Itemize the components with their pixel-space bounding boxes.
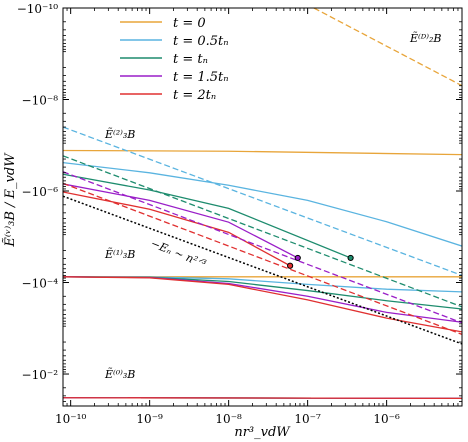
x-tick-label: 10⁻⁹ [136,412,163,426]
legend-label: t = 0 [173,16,206,31]
x-tick-label: 10⁻⁶ [373,412,400,426]
x-axis-title: nr³_vdW [234,425,291,440]
plot-frame [62,7,463,407]
series-line-e3b2-4 [63,191,291,267]
series-line-e2b-19 [63,182,462,335]
y-tick-label: −10⁻⁶ [22,185,59,199]
endpoint-marker-1 [294,254,301,262]
series-line-e3b0-14 [63,397,462,399]
y-tick-label: −10⁻⁸ [22,94,59,108]
series-line-e2b-15 [313,8,462,87]
series-line-e2b-17 [63,155,462,308]
x-tick-label: 10⁻⁸ [215,412,242,426]
legend-label: t = 2tₙ [173,88,216,103]
x-tick-label: 10⁻⁷ [294,412,321,426]
endpoint-marker-0 [347,254,354,262]
plot-background [63,8,462,406]
series-line-e3b2-3 [63,183,299,259]
y-tick-label: −10⁻² [22,368,59,382]
series-line-e3b2-2 [63,173,351,259]
y-tick-label: −10⁻⁴ [22,277,59,291]
series-line-e3b2-1 [63,162,462,247]
annotation-e3b0: Ẽ⁽⁰⁾₃B [104,367,135,381]
series-line-en-20 [63,195,462,345]
annotation-e3b2: Ẽ⁽²⁾₃B [104,127,135,141]
series-line-e2b-16 [63,126,462,277]
legend: t = 0 t = 0.5tₙ t = tₙ t = 1.5tₙ t = 2tₙ [120,16,229,103]
y-axis-title: Ẽ⁽ᵛ⁾₃B / E_vdW [2,152,18,248]
annotation-e2b: Ẽ⁽ᴰ⁾₂B [409,31,441,45]
marker-layer [287,254,354,269]
series-line-e2b-18 [63,171,462,324]
endpoint-marker-2 [287,262,294,269]
series-line-e3b2-0 [63,149,462,156]
x-tick-label: 10⁻¹⁰ [55,412,86,426]
legend-label: t = 1.5tₙ [173,70,229,85]
legend-label: t = tₙ [173,52,208,67]
legend-label: t = 0.5tₙ [173,34,229,49]
annotation-e3b1: Ẽ⁽¹⁾₃B [104,247,135,261]
tick-layer: 10⁻¹⁰ 10⁻⁹ 10⁻⁸ 10⁻⁷ 10⁻⁶ −10⁻¹⁰ −10⁻⁸ −10⁻⁶ −10… [17,2,463,426]
series-layer [63,8,462,399]
series-line-e3b1-9 [63,276,462,333]
y-tick-label: −10⁻¹⁰ [17,2,58,16]
